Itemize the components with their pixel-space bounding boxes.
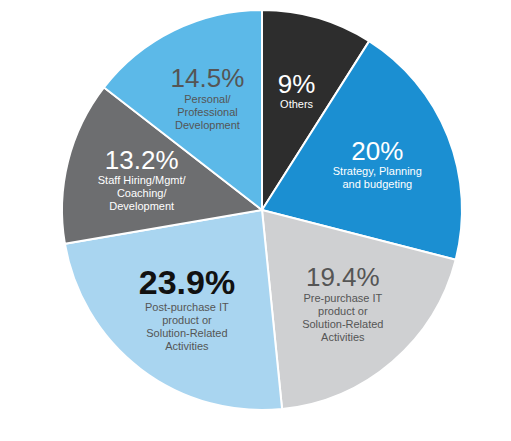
svg-text:13.2%: 13.2%	[105, 145, 179, 175]
svg-text:9%: 9%	[278, 69, 316, 99]
svg-text:Strategy, Planningand budgetin: Strategy, Planningand budgeting	[333, 165, 422, 190]
svg-text:20%: 20%	[351, 136, 403, 166]
svg-text:14.5%: 14.5%	[171, 63, 245, 93]
svg-text:23.9%: 23.9%	[139, 263, 235, 301]
svg-text:Post-purchase ITproduct orSolu: Post-purchase ITproduct orSolution-Relat…	[145, 301, 229, 352]
svg-text:19.4%: 19.4%	[306, 262, 380, 292]
svg-text:Personal/ProfessionalDevelopme: Personal/ProfessionalDevelopment	[175, 93, 240, 131]
svg-text:Pre-purchase ITproduct orSolut: Pre-purchase ITproduct orSolution-Relate…	[302, 292, 383, 343]
svg-text:Others: Others	[280, 98, 314, 110]
svg-text:Staff Hiring/Mgmt/Coaching/Dev: Staff Hiring/Mgmt/Coaching/Development	[98, 174, 187, 212]
